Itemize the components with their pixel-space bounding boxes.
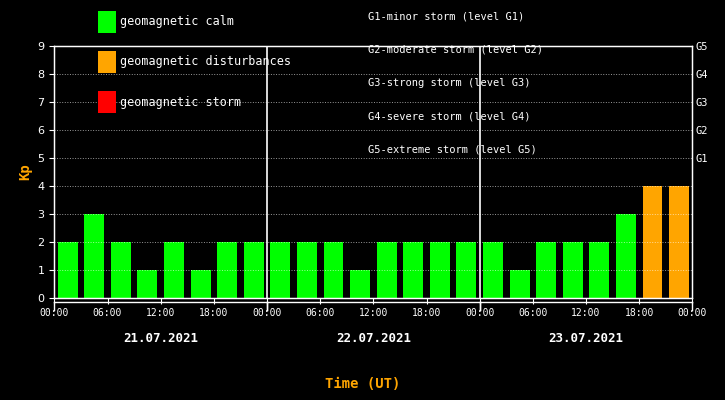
Bar	[616, 214, 636, 298]
Bar	[457, 242, 476, 298]
Text: geomagnetic storm: geomagnetic storm	[120, 96, 241, 108]
Bar	[218, 242, 237, 298]
Bar	[138, 270, 157, 298]
Text: G3-strong storm (level G3): G3-strong storm (level G3)	[368, 78, 531, 88]
Text: 23.07.2021: 23.07.2021	[549, 332, 624, 344]
Bar	[563, 242, 583, 298]
Text: G5-extreme storm (level G5): G5-extreme storm (level G5)	[368, 145, 537, 155]
Bar	[377, 242, 397, 298]
Bar	[483, 242, 503, 298]
Bar	[669, 186, 689, 298]
Bar	[191, 270, 210, 298]
Bar	[350, 270, 370, 298]
Bar	[403, 242, 423, 298]
Text: G1-minor storm (level G1): G1-minor storm (level G1)	[368, 12, 525, 22]
Text: G2-moderate storm (level G2): G2-moderate storm (level G2)	[368, 45, 543, 55]
Bar	[589, 242, 609, 298]
Text: G4-severe storm (level G4): G4-severe storm (level G4)	[368, 112, 531, 122]
Bar	[244, 242, 264, 298]
Bar	[84, 214, 104, 298]
Bar	[58, 242, 78, 298]
Y-axis label: Kp: Kp	[18, 164, 32, 180]
Bar	[164, 242, 184, 298]
Bar	[430, 242, 450, 298]
Bar	[270, 242, 290, 298]
Text: 21.07.2021: 21.07.2021	[123, 332, 198, 344]
Bar	[510, 270, 529, 298]
Text: 22.07.2021: 22.07.2021	[336, 332, 411, 344]
Bar	[297, 242, 317, 298]
Text: geomagnetic disturbances: geomagnetic disturbances	[120, 56, 291, 68]
Text: Time (UT): Time (UT)	[325, 377, 400, 391]
Bar	[536, 242, 556, 298]
Bar	[323, 242, 344, 298]
Bar	[642, 186, 663, 298]
Text: geomagnetic calm: geomagnetic calm	[120, 16, 233, 28]
Bar	[111, 242, 130, 298]
